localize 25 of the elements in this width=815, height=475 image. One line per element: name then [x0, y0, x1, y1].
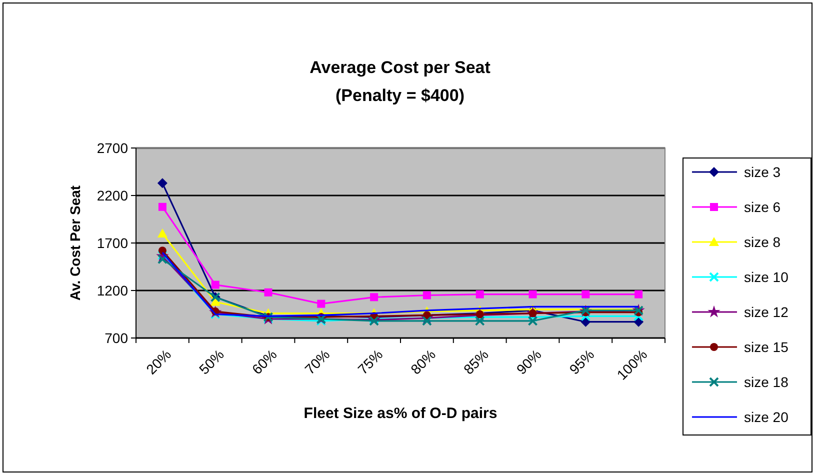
y-tick-label: 2200 — [96, 187, 128, 204]
y-tick-label: 1200 — [96, 282, 128, 298]
legend-label: size 15 — [744, 338, 789, 355]
x-tick-label: 60% — [248, 346, 280, 378]
y-tick-label: 2700 — [96, 140, 128, 156]
x-axis-title: Fleet Size as% of O-D pairs — [304, 405, 498, 422]
x-tick-label: 90% — [513, 346, 544, 378]
y-tick-label: 1700 — [96, 234, 128, 251]
legend-label: size 3 — [744, 164, 781, 180]
y-tick-label: 700 — [104, 330, 128, 346]
chart-subtitle: (Penalty = $400) — [336, 86, 464, 105]
legend-label: size 12 — [744, 304, 789, 320]
legend-label: size 10 — [744, 268, 789, 285]
x-tick-label: 70% — [302, 346, 333, 378]
legend-label: size 6 — [744, 198, 781, 215]
x-tick-label: 85% — [460, 346, 492, 378]
x-tick-label: 95% — [566, 346, 598, 378]
legend-label: size 18 — [744, 374, 789, 390]
y-axis-title: Av. Cost Per Seat — [67, 185, 83, 301]
x-tick-label: 75% — [354, 346, 386, 378]
x-tick-label: 50% — [196, 346, 227, 378]
chart-title: Average Cost per Seat — [310, 58, 491, 77]
x-tick-label: 80% — [407, 346, 439, 378]
legend-label: size 8 — [744, 234, 781, 250]
legend-label: size 20 — [744, 408, 789, 425]
